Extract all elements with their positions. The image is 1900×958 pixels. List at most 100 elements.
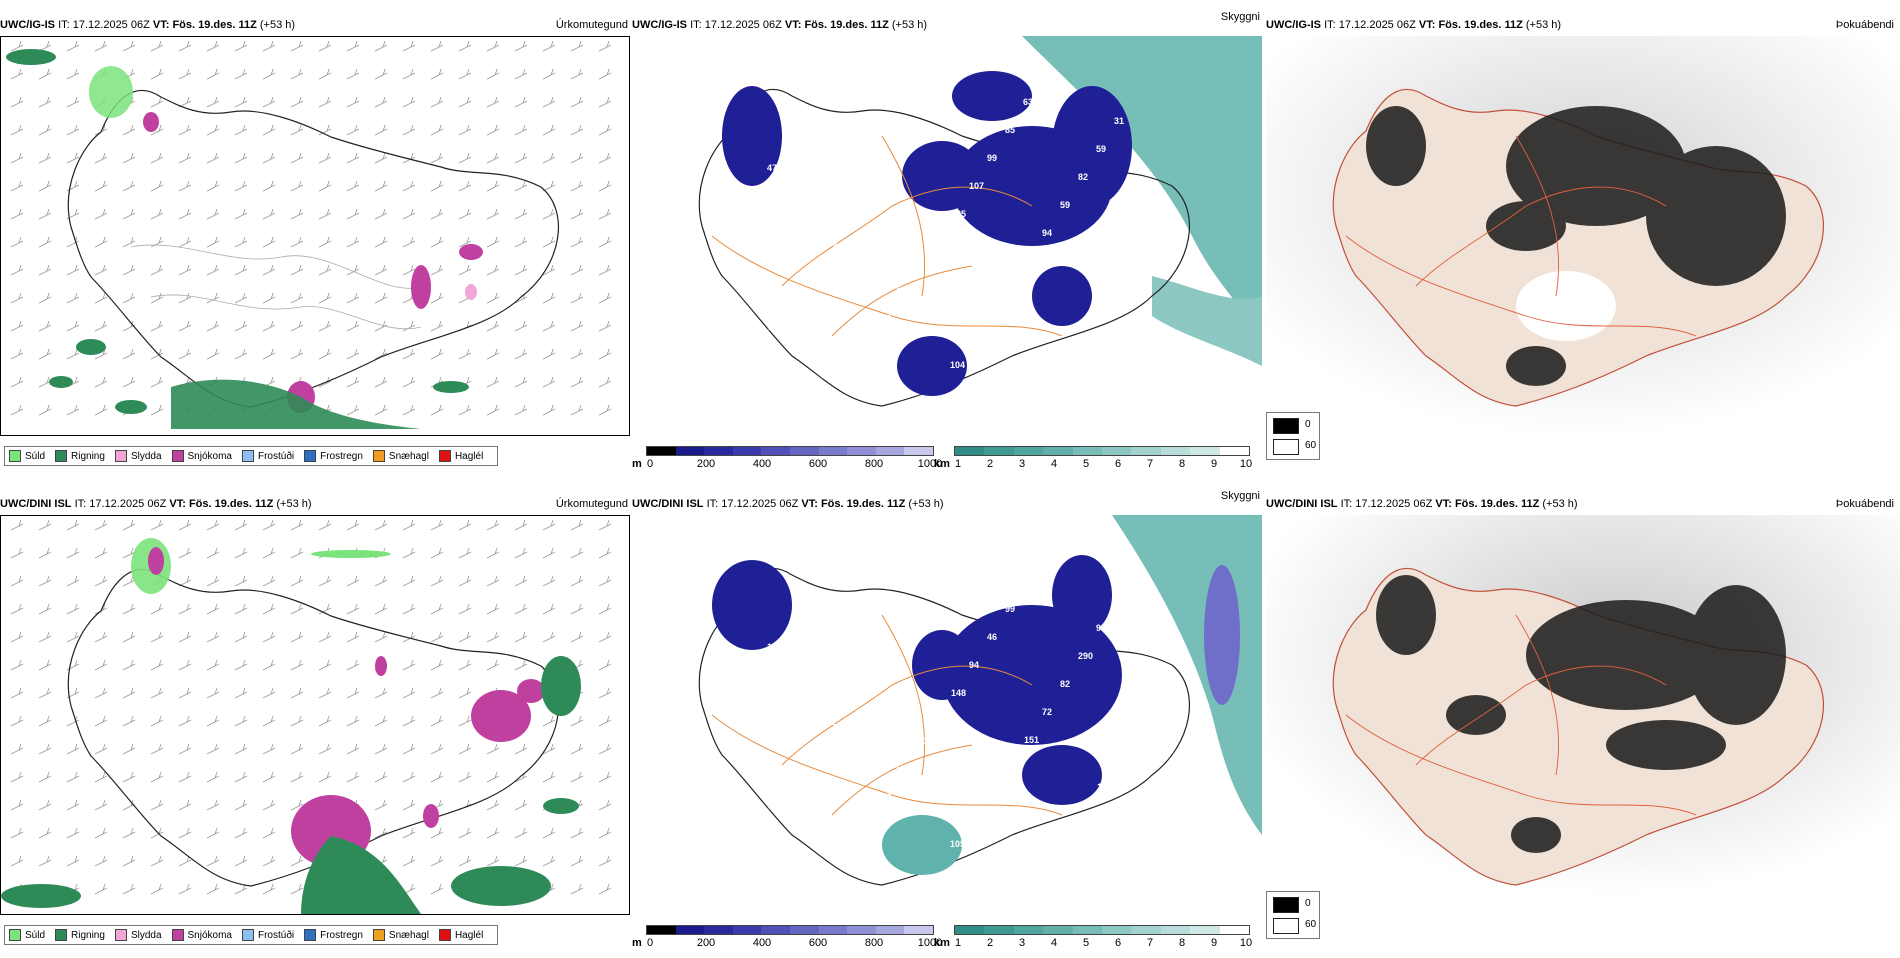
wind-barb bbox=[374, 236, 388, 248]
wind-barb bbox=[262, 96, 276, 108]
wind-barb bbox=[430, 208, 444, 220]
precip-type-legend: Súld Rigning Slydda Snjókoma Frostúði Fr… bbox=[4, 446, 499, 466]
height-tick: 400 bbox=[752, 458, 772, 470]
wind-barb bbox=[178, 687, 192, 699]
wind-barb bbox=[94, 320, 108, 332]
wind-barb bbox=[66, 799, 80, 811]
wind-barb bbox=[234, 124, 248, 136]
lead-time: (+53 h) bbox=[891, 19, 928, 31]
wind-barb bbox=[486, 348, 500, 360]
wind-barb bbox=[178, 208, 192, 220]
wind-barb bbox=[542, 68, 556, 80]
wind-barb bbox=[346, 96, 360, 108]
wind-barb bbox=[402, 659, 416, 671]
wind-barb bbox=[430, 180, 444, 192]
wind-barb bbox=[262, 575, 276, 587]
wind-barb bbox=[598, 631, 612, 643]
wind-barb bbox=[178, 827, 192, 839]
visibility-value: 45 bbox=[968, 332, 978, 342]
wind-barb bbox=[206, 124, 220, 136]
wind-barb bbox=[514, 152, 528, 164]
wind-barb bbox=[178, 152, 192, 164]
iceland-visibility-svg: 323 703 80 135 215 79 72 118 75 107 94 77 104 121 81 99… bbox=[632, 36, 1262, 436]
wind-barb bbox=[94, 519, 108, 531]
wind-barb bbox=[402, 320, 416, 332]
wind-barb bbox=[66, 320, 80, 332]
wind-barb bbox=[346, 124, 360, 136]
legend-swatch bbox=[438, 450, 451, 462]
wind-barb bbox=[318, 152, 332, 164]
wind-barb bbox=[458, 519, 472, 531]
wind-barb bbox=[374, 603, 388, 615]
wind-barb bbox=[318, 264, 332, 276]
wind-barb bbox=[206, 883, 220, 895]
visibility-value: 75 bbox=[896, 134, 906, 144]
wind-barb bbox=[206, 547, 220, 559]
wind-barb bbox=[150, 771, 164, 783]
legend-label: Frostúði bbox=[257, 450, 295, 462]
it-label: IT: bbox=[690, 19, 702, 31]
wind-barb bbox=[10, 631, 24, 643]
visibility-value: 63 bbox=[840, 210, 850, 220]
wind-barb bbox=[570, 180, 584, 192]
model-name: UWC/DINI ISL bbox=[632, 498, 704, 510]
visibility-tick: 10 bbox=[1239, 458, 1253, 470]
wind-barb bbox=[66, 603, 80, 615]
wind-barb bbox=[318, 96, 332, 108]
wind-barb bbox=[542, 236, 556, 248]
visibility-value: 139 bbox=[823, 566, 838, 576]
iceland-fog-svg bbox=[1266, 36, 1900, 436]
wind-barb bbox=[262, 208, 276, 220]
wind-barb bbox=[38, 208, 52, 220]
wind-barb bbox=[374, 827, 388, 839]
visibility-value: 72 bbox=[932, 78, 942, 88]
wind-barb bbox=[290, 519, 304, 531]
wind-barb bbox=[150, 376, 164, 388]
visibility-value: 104 bbox=[768, 322, 783, 332]
wind-barb bbox=[122, 519, 136, 531]
wind-barb bbox=[542, 320, 556, 332]
wind-barb bbox=[430, 883, 444, 895]
wind-barb bbox=[570, 519, 584, 531]
product-title: Skyggni bbox=[1220, 11, 1260, 23]
wind-barb bbox=[262, 180, 276, 192]
wind-barb bbox=[94, 376, 108, 388]
height-colorbar: m 0 200 400 600 800 1000 bbox=[632, 446, 942, 478]
wind-barb bbox=[430, 687, 444, 699]
wind-barb bbox=[570, 292, 584, 304]
visibility-tick: 10 bbox=[1239, 937, 1253, 949]
wind-barb bbox=[234, 631, 248, 643]
wind-barb bbox=[346, 631, 360, 643]
wind-barb bbox=[262, 855, 276, 867]
wind-barb bbox=[402, 404, 416, 416]
legend-swatch bbox=[9, 929, 21, 941]
wind-barb bbox=[262, 236, 276, 248]
wind-barb bbox=[10, 152, 24, 164]
wind-barb bbox=[570, 743, 584, 755]
height-colorbar-swatches bbox=[646, 446, 934, 456]
wind-barb bbox=[10, 208, 24, 220]
wind-barb bbox=[374, 96, 388, 108]
wind-barb bbox=[10, 124, 24, 136]
wind-barb bbox=[38, 659, 52, 671]
wind-barb bbox=[66, 264, 80, 276]
wind-barb bbox=[458, 348, 472, 360]
wind-barb bbox=[122, 236, 136, 248]
wind-barb bbox=[94, 771, 108, 783]
wind-barb bbox=[206, 348, 220, 360]
it-label: IT: bbox=[1340, 498, 1353, 510]
wind-barb bbox=[10, 40, 24, 52]
wind-barb bbox=[150, 603, 164, 615]
visibility-value: 148 bbox=[951, 688, 966, 698]
panel-header: UWC/DINI ISL IT: 17.12.2025 06Z VT: Fös.… bbox=[1266, 493, 1896, 515]
wind-barb bbox=[346, 715, 360, 727]
wind-barb bbox=[150, 883, 164, 895]
wind-barb bbox=[290, 124, 304, 136]
wind-barb bbox=[598, 292, 612, 304]
wind-barb bbox=[290, 96, 304, 108]
visibility-value: 107 bbox=[969, 181, 984, 191]
wind-barb bbox=[458, 603, 472, 615]
wind-barb bbox=[290, 743, 304, 755]
wind-barb bbox=[290, 799, 304, 811]
wind-barb bbox=[38, 827, 52, 839]
